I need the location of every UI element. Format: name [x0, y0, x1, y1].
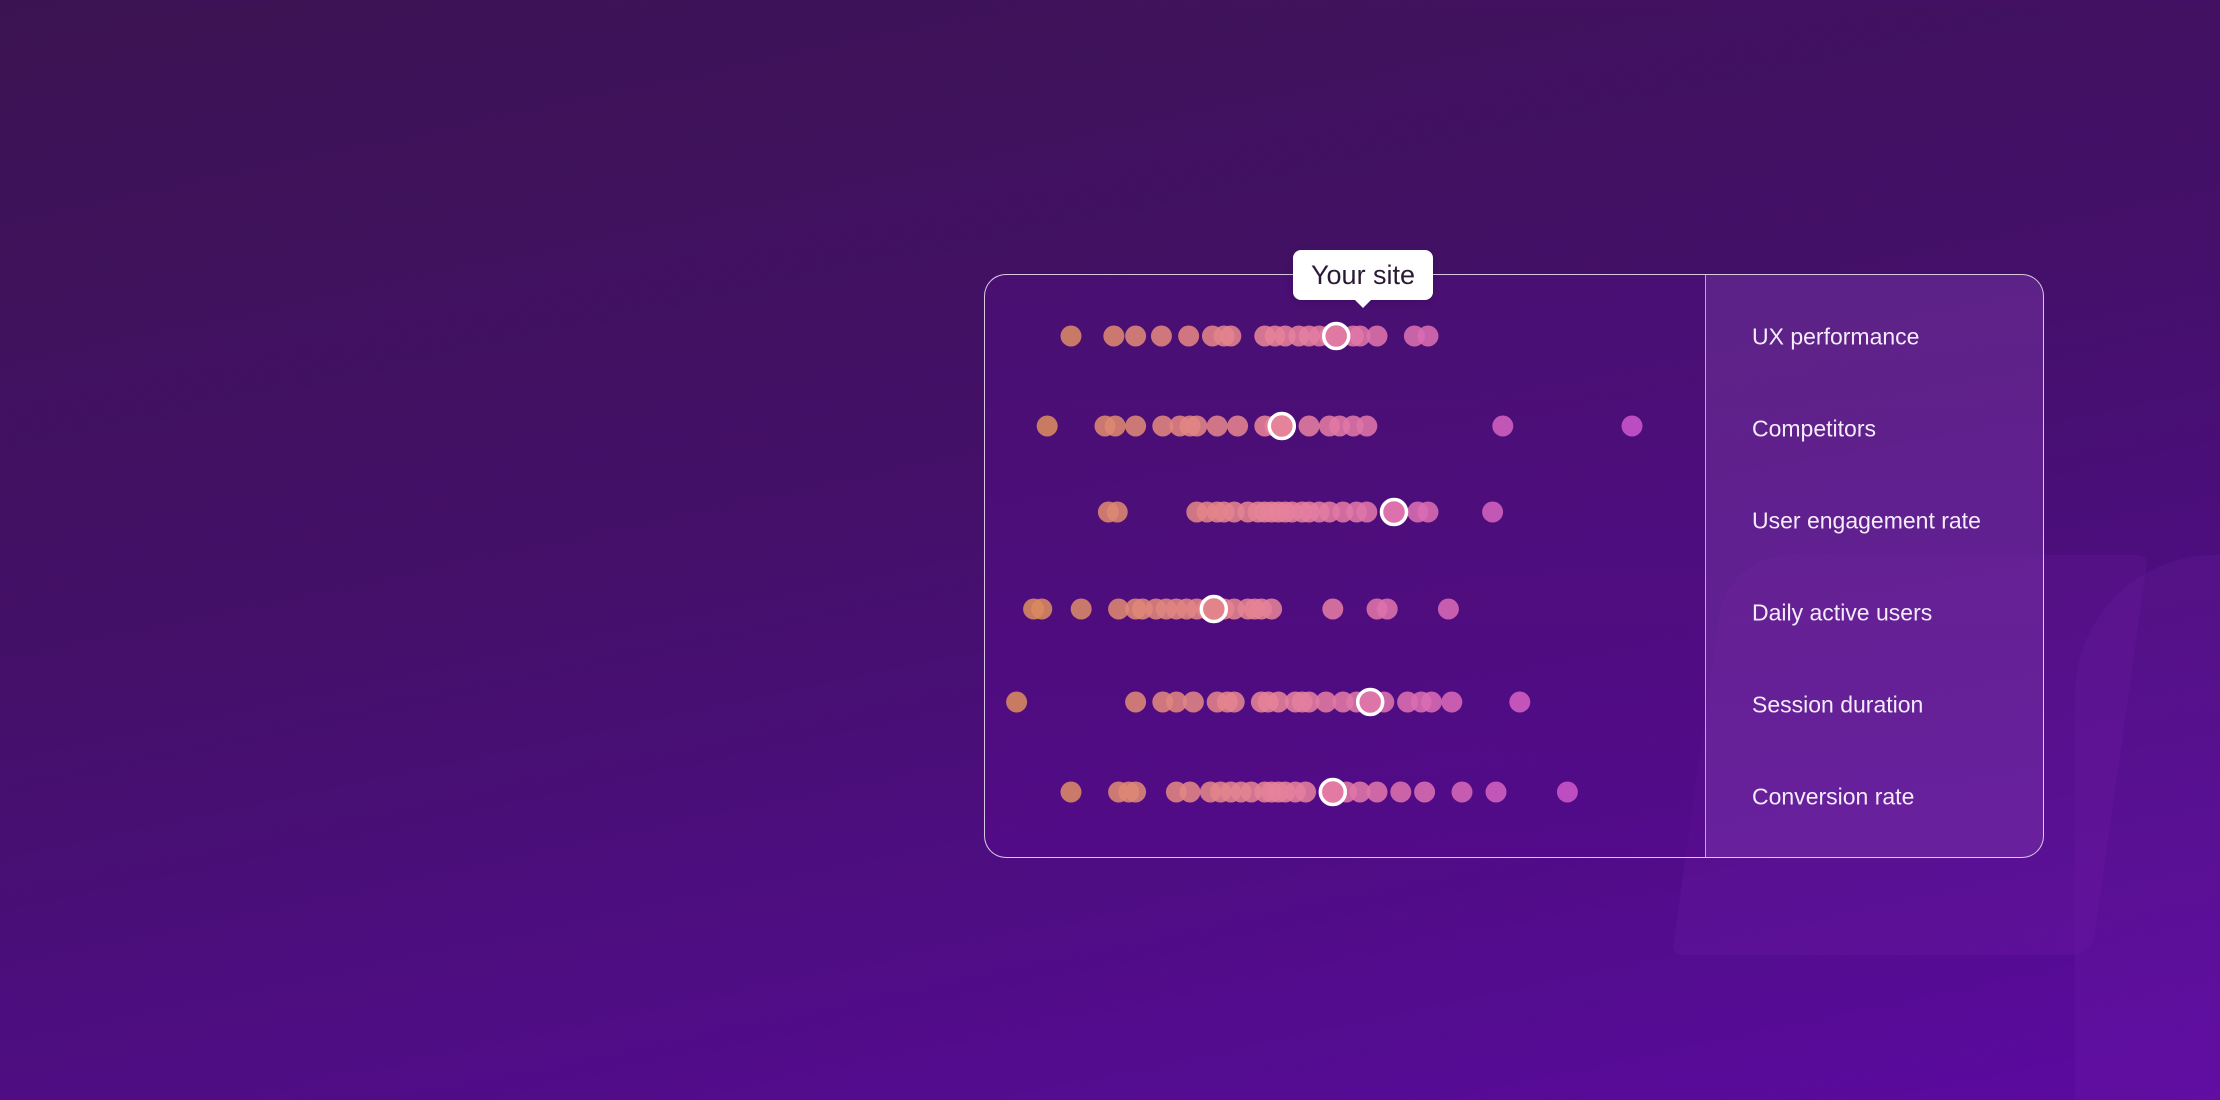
your-site-point-row4[interactable] — [1355, 687, 1385, 717]
data-point-row3-21 — [1437, 598, 1459, 620]
data-point-row1-16 — [1356, 415, 1378, 437]
data-point-row0-3 — [1150, 325, 1172, 347]
your-site-point-row0[interactable] — [1321, 321, 1351, 351]
data-point-row1-4 — [1152, 415, 1174, 437]
data-point-row0-0 — [1060, 325, 1082, 347]
data-point-row1-8 — [1206, 415, 1228, 437]
background-shape-2 — [2075, 555, 2220, 1100]
data-point-row2-1 — [1106, 501, 1128, 523]
data-point-row4-7 — [1223, 691, 1245, 713]
highlight-points — [1199, 321, 1409, 807]
data-point-row3-20 — [1376, 598, 1398, 620]
data-point-row0-16 — [1349, 325, 1371, 347]
data-point-row4-13 — [1298, 691, 1320, 713]
data-point-row1-12 — [1298, 415, 1320, 437]
data-point-row5-20 — [1390, 781, 1412, 803]
dot-plot-chart — [1006, 295, 1643, 845]
data-point-row2-23 — [1482, 501, 1504, 523]
gridlines — [1028, 295, 1590, 845]
data-point-row4-4 — [1182, 691, 1204, 713]
data-point-row5-22 — [1451, 781, 1473, 803]
data-point-row5-0 — [1060, 781, 1082, 803]
your-site-point-row3[interactable] — [1199, 594, 1229, 624]
data-point-row0-2 — [1125, 325, 1147, 347]
your-site-tooltip: Your site — [1293, 250, 1434, 308]
data-point-row4-0 — [1006, 691, 1028, 713]
data-point-row3-2 — [1070, 598, 1092, 620]
benchmark-card: UX performance Competitors User engageme… — [984, 274, 2044, 858]
dot-plot-area — [985, 275, 1705, 857]
data-point-row1-3 — [1125, 415, 1147, 437]
data-point-row0-1 — [1103, 325, 1125, 347]
row-label-session-duration: Session duration — [1752, 691, 1924, 718]
data-point-row3-1 — [1031, 598, 1053, 620]
data-point-row3-17 — [1261, 598, 1283, 620]
data-point-row1-17 — [1492, 415, 1514, 437]
data-point-row5-24 — [1556, 781, 1578, 803]
data-point-row5-21 — [1414, 781, 1436, 803]
data-point-row5-3 — [1125, 781, 1147, 803]
your-site-point-row1[interactable] — [1267, 411, 1297, 441]
data-point-row4-21 — [1441, 691, 1463, 713]
data-point-row1-18 — [1621, 415, 1643, 437]
row-label-ux-performance: UX performance — [1752, 323, 1920, 350]
data-point-row5-19 — [1366, 781, 1388, 803]
data-point-row4-3 — [1165, 691, 1187, 713]
data-point-row2-22 — [1417, 501, 1439, 523]
row-label-daily-active-users: Daily active users — [1752, 599, 1933, 626]
data-point-row5-16 — [1295, 781, 1317, 803]
data-point-row1-7 — [1186, 415, 1208, 437]
data-point-row5-23 — [1485, 781, 1507, 803]
data-point-row0-17 — [1366, 325, 1388, 347]
your-site-point-row5[interactable] — [1318, 777, 1348, 807]
data-point-row1-2 — [1104, 415, 1126, 437]
data-point-row0-19 — [1417, 325, 1439, 347]
data-point-row2-20 — [1356, 501, 1378, 523]
data-point-row4-14 — [1315, 691, 1337, 713]
row-label-conversion-rate: Conversion rate — [1752, 783, 1915, 810]
data-point-row5-18 — [1349, 781, 1371, 803]
data-point-row3-18 — [1322, 598, 1344, 620]
data-point-row4-22 — [1509, 691, 1531, 713]
data-points — [1006, 325, 1643, 803]
data-point-row4-1 — [1125, 691, 1147, 713]
row-label-competitors: Competitors — [1752, 415, 1876, 442]
data-point-row4-20 — [1420, 691, 1442, 713]
data-point-row1-9 — [1227, 415, 1249, 437]
data-point-row3-3 — [1108, 598, 1130, 620]
row-label-user-engagement-rate: User engagement rate — [1752, 507, 1981, 534]
row-labels-panel: UX performance Competitors User engageme… — [1705, 275, 2043, 857]
data-point-row1-0 — [1036, 415, 1058, 437]
data-point-row0-7 — [1220, 325, 1242, 347]
data-point-row5-5 — [1179, 781, 1201, 803]
your-site-point-row2[interactable] — [1379, 497, 1409, 527]
data-point-row0-4 — [1178, 325, 1200, 347]
data-point-row4-10 — [1267, 691, 1289, 713]
